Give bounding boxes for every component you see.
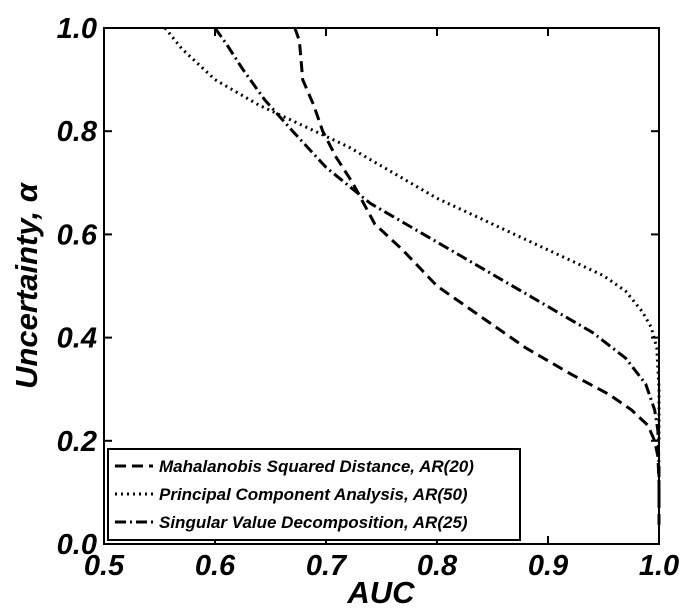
series-line-1: [163, 27, 661, 441]
x-tick-label: 0.5: [84, 550, 125, 582]
series-line-0: [293, 27, 661, 529]
y-tick-label: 0.6: [57, 219, 98, 251]
legend-label-pca: Principal Component Analysis, AR(50): [159, 485, 468, 504]
y-axis-label: Uncertainty, α: [9, 181, 44, 389]
legend-label-svd: Singular Value Decomposition, AR(25): [159, 513, 468, 532]
x-tick-label: 0.7: [306, 550, 348, 582]
legend: Mahalanobis Squared Distance, AR(20) Pri…: [107, 448, 521, 541]
plot-frame: [103, 27, 660, 545]
tick-layer: 0.5 0.6 0.7 0.8 0.9 1.0 0.0 0.2 0.4 0.6 0.8 1.0: [57, 13, 679, 582]
legend-box: [107, 448, 521, 541]
legend-label-mahalanobis: Mahalanobis Squared Distance, AR(20): [159, 457, 474, 476]
y-tick-label: 0.2: [57, 426, 97, 458]
y-tick-label: 0.8: [57, 116, 98, 148]
y-tick-label: 1.0: [57, 13, 97, 45]
x-axis-label: AUC: [346, 575, 415, 608]
series-line-2: [213, 27, 661, 503]
x-tick-label: 0.8: [417, 550, 458, 582]
y-tick-label: 0.4: [57, 323, 97, 355]
data-layer: [163, 27, 661, 529]
x-tick-label: 0.9: [528, 550, 568, 582]
x-tick-label: 0.6: [195, 550, 236, 582]
x-tick-label: 1.0: [639, 550, 679, 582]
y-tick-label: 0.0: [57, 529, 97, 561]
